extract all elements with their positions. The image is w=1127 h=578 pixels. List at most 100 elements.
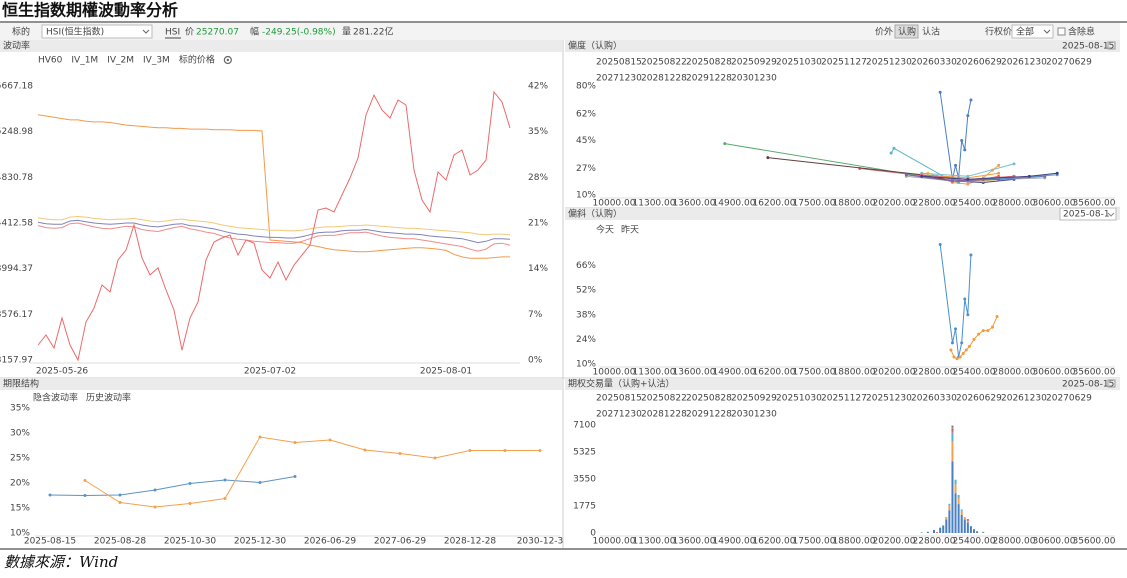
ex-div[interactable]: 含除息 (1068, 26, 1095, 38)
x-tick-label: 17500.00 (793, 199, 836, 209)
bar-segment (960, 514, 963, 533)
legend-entry: 20281228 (641, 410, 687, 420)
x-tick-label: 2030-12-3 (517, 537, 564, 547)
calendar-icon[interactable] (1107, 41, 1116, 50)
x-tick-label: 17500.00 (793, 537, 836, 547)
y-tick-label: 3576.17 (0, 310, 33, 320)
legend-entry: IV_1M (71, 56, 98, 66)
y-tick-label: 38% (576, 310, 596, 320)
point (964, 348, 968, 352)
y-tick-label: 35% (10, 404, 30, 414)
series-line (37, 222, 511, 252)
y-tick-label: 0 (590, 529, 596, 539)
legend-entry: 20250929 (731, 58, 777, 68)
calendar-icon[interactable] (1107, 379, 1116, 388)
x-tick-label: 18800.00 (833, 199, 876, 209)
point (118, 501, 122, 504)
bar-segment (942, 525, 945, 533)
point (960, 139, 964, 142)
y2-tick-label: 42% (528, 82, 548, 92)
y2-tick-label: 21% (528, 219, 548, 229)
y-tick-label: 10% (576, 360, 596, 370)
y-tick-label: 25% (10, 454, 30, 464)
y-tick-label: 27% (576, 164, 596, 174)
date: 2025-08-1 (1063, 210, 1110, 220)
legend-entry: 20260629 (956, 58, 1002, 68)
y2-tick-label: 35% (528, 127, 548, 137)
change: -249.25(-0.98%) (262, 28, 336, 38)
point (990, 325, 994, 329)
point (892, 146, 896, 150)
date-select[interactable] (1059, 207, 1117, 221)
underlying-value[interactable]: HSI(恒生指数) (46, 26, 104, 38)
legend-entry: 20250828 (686, 394, 732, 404)
panel-title: 偏斜（认购） (568, 208, 622, 220)
x-tick-label: 20200.00 (873, 537, 916, 547)
series-line (921, 163, 1015, 177)
y-tick-label: 20% (10, 479, 30, 489)
point (969, 98, 973, 102)
point (258, 435, 262, 439)
x-tick-label: 11300.00 (633, 199, 676, 209)
series-line (37, 215, 511, 236)
x-tick-label: 10000.00 (593, 368, 636, 378)
point (1027, 174, 1031, 178)
x-tick-label: 10000.00 (593, 199, 636, 209)
point (293, 441, 297, 444)
panel-header (0, 378, 562, 390)
strike-label: 行权价 (985, 26, 1012, 38)
point (972, 337, 976, 341)
y-tick-label: 7100 (573, 421, 596, 431)
price-label: 价 (185, 27, 194, 38)
point (153, 488, 157, 492)
tab-selected (894, 24, 919, 39)
bar-segment (969, 526, 972, 533)
tab[interactable]: 认沽 (922, 26, 940, 38)
point (997, 163, 1001, 167)
point (723, 142, 727, 146)
x-tick-label: 18800.00 (833, 368, 876, 378)
settings-icon[interactable] (223, 55, 232, 65)
strike-filter[interactable]: 全部 (1016, 26, 1034, 38)
legend-entry: 历史波动率 (86, 392, 131, 404)
legend-entry: 20251127 (821, 58, 867, 68)
bar-segment (951, 428, 954, 430)
legend-entry: 20251230 (866, 58, 912, 68)
bar-segment (933, 529, 935, 533)
point (966, 174, 970, 178)
legend-entry: IV_3M (143, 56, 170, 66)
y-tick-label: 3994.37 (0, 264, 33, 274)
x-tick-label: 16200.00 (753, 368, 796, 378)
x-tick-label: 16200.00 (753, 199, 796, 209)
checkbox[interactable] (1057, 27, 1066, 36)
legend-entry: 20250815 (596, 58, 642, 68)
point (48, 493, 52, 497)
x-tick-label: 25400.00 (953, 368, 996, 378)
underlying-select[interactable] (41, 24, 153, 39)
panel-title: 偏度（认购） (568, 40, 622, 52)
series-line (921, 172, 1058, 180)
code[interactable]: HSI (165, 28, 180, 38)
point (986, 329, 990, 333)
y-tick-label: 5667.18 (0, 82, 33, 92)
strike-select[interactable] (1011, 24, 1054, 39)
legend-entry: 隐含波动率 (33, 392, 78, 404)
tab[interactable]: 认购 (898, 26, 916, 38)
x-tick-label: 2025-08-28 (94, 537, 147, 547)
point (966, 177, 970, 181)
select-arrow (1043, 29, 1051, 34)
volume: 281.22亿 (353, 26, 394, 38)
y-tick-label: 30% (10, 429, 30, 439)
point (153, 505, 157, 509)
tab[interactable]: 价外 (875, 26, 893, 38)
x-tick-label: 35600.00 (1073, 368, 1116, 378)
point (995, 315, 999, 319)
point (1055, 171, 1059, 175)
panel-title: 期限结构 (3, 378, 39, 390)
y-tick-label: 10% (576, 191, 596, 201)
bar-segment (966, 519, 969, 522)
series-line (767, 157, 1015, 182)
bar-segment (948, 510, 951, 533)
panel-header (0, 40, 562, 52)
series-line (37, 90, 511, 362)
